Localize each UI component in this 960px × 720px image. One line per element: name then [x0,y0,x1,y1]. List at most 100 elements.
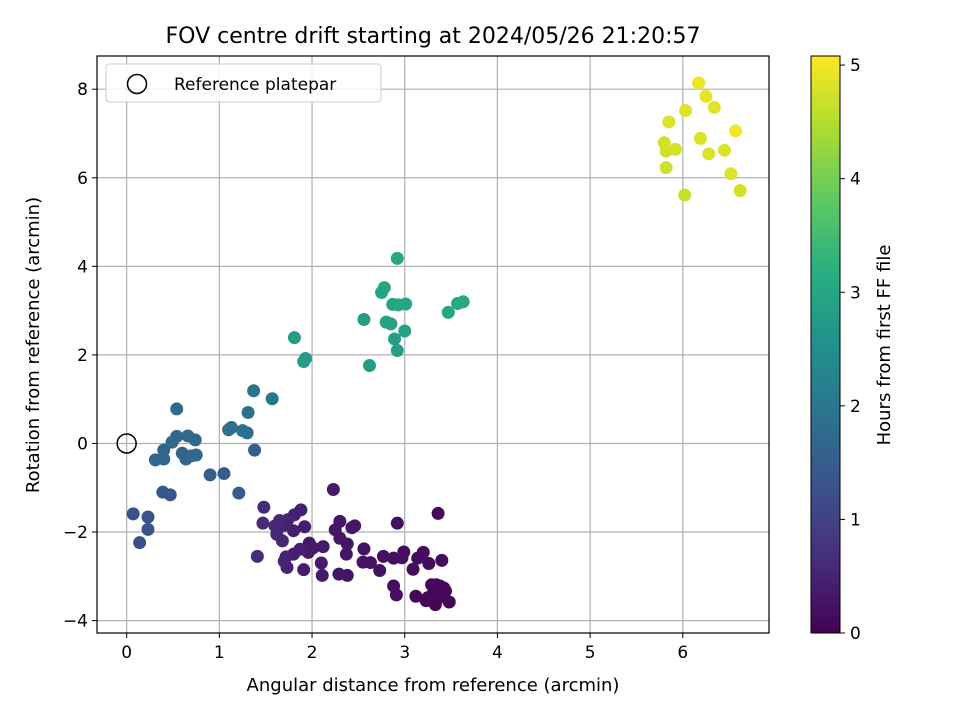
data-point [356,555,370,569]
data-point [332,567,346,581]
data-point [185,449,199,463]
data-point [456,295,470,309]
data-point [435,553,449,567]
data-point [299,351,313,365]
y-axis-ticks: −4 −2 0 2 4 6 8 [63,80,97,632]
colorbar-gradient [810,55,841,634]
legend-box [105,63,382,103]
colorbar: 0 1 2 3 4 5 Hours from first FF file [810,55,895,644]
data-point [247,384,261,398]
plot-frame [96,55,770,634]
data-point [421,591,435,605]
legend: Reference platepar [105,63,382,103]
data-point [165,435,179,449]
data-point [224,421,238,435]
colorbar-tick-label: 2 [850,397,861,417]
data-point [425,578,439,592]
y-tick-label: 6 [77,169,88,189]
data-point [409,589,423,603]
data-point [659,161,673,175]
data-point [357,542,371,556]
data-point [328,523,342,537]
colorbar-tick-label: 4 [850,170,861,190]
x-axis-label: Angular distance from reference (arcmin) [247,675,620,696]
x-tick-label: 6 [677,643,688,663]
data-point [232,486,246,500]
data-point [724,167,738,181]
data-point [422,556,436,570]
data-point [441,305,455,319]
grid [97,56,769,633]
data-point [390,516,404,530]
data-point [357,312,371,326]
chart-title: FOV centre drift starting at 2024/05/26 … [166,24,701,49]
colorbar-tick-label: 0 [850,624,861,644]
data-point [188,433,202,447]
data-point [388,332,402,346]
data-point [718,143,732,157]
data-point [141,510,155,524]
legend-marker [126,73,148,95]
data-point [339,547,353,561]
data-point [217,467,231,481]
data-points [126,76,747,612]
data-point [668,142,682,156]
y-tick-label: 4 [77,257,88,277]
colorbar-label: Hours from first FF file [874,245,895,446]
data-point [431,506,445,520]
data-point [287,331,301,345]
data-point [133,536,147,550]
data-point [733,184,747,198]
data-point [679,103,693,117]
data-point [384,317,398,331]
data-point [387,551,401,565]
data-point [326,483,340,497]
data-point [170,402,184,416]
data-point [406,562,420,576]
y-tick-label: 8 [77,80,88,100]
data-point [389,588,403,602]
data-point [363,359,377,373]
data-point [240,426,254,440]
x-axis-ticks: 0 1 2 3 4 5 6 [121,633,688,663]
data-point [315,568,329,582]
data-point [373,564,387,578]
data-point [398,324,412,338]
data-point [148,453,162,467]
data-point [314,556,328,570]
colorbar-ticks: 0 1 2 3 4 5 [840,56,861,644]
x-tick-label: 4 [492,643,503,663]
data-point [297,563,311,577]
data-point [345,521,359,535]
data-point [693,131,707,145]
data-point [399,297,413,311]
x-tick-label: 2 [307,643,318,663]
data-point [156,485,170,499]
data-point [316,540,330,554]
data-point [257,500,271,514]
y-axis-label: Rotation from reference (arcmin) [23,197,44,493]
data-point [692,76,706,90]
data-point [248,443,262,457]
plot-area [97,56,769,633]
data-point [678,188,692,202]
y-tick-label: −2 [63,523,88,543]
data-point [699,89,713,103]
x-tick-label: 3 [399,643,410,663]
data-point [376,549,390,563]
x-tick-label: 0 [121,643,132,663]
data-point [265,392,279,406]
x-tick-label: 1 [214,643,225,663]
colorbar-tick-label: 3 [850,283,861,303]
legend-entry: Reference platepar [174,75,336,95]
data-point [268,519,282,533]
data-point [433,590,447,604]
data-point [662,115,676,129]
data-point [277,554,291,568]
y-tick-label: −4 [63,612,88,632]
data-point [298,520,312,534]
data-point [256,516,270,530]
data-point [411,551,425,565]
data-point [390,251,404,265]
